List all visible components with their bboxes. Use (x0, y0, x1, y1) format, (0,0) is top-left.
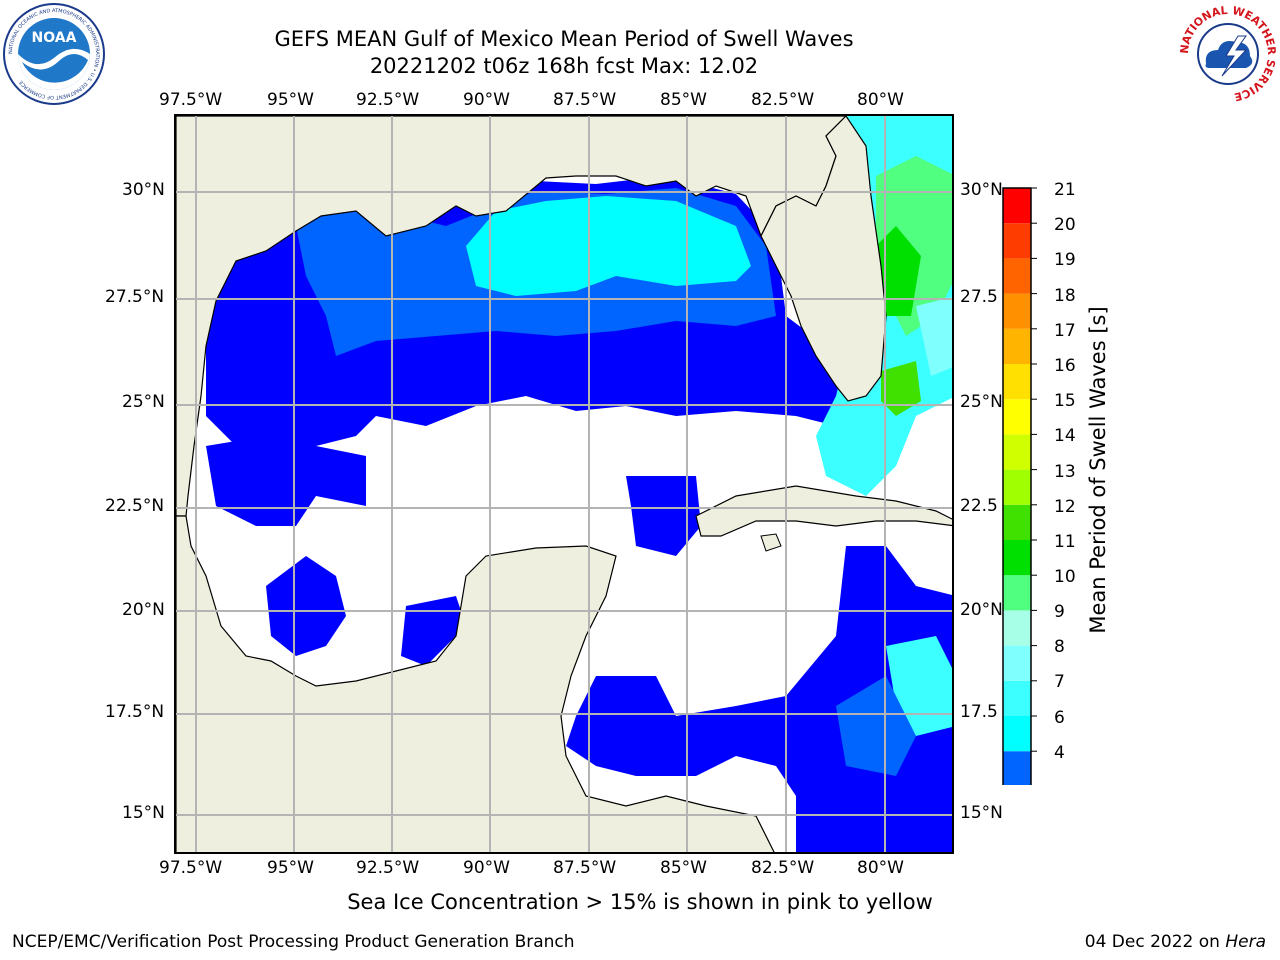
colorbar-tick: 11 (1054, 532, 1076, 552)
lat-label-right: 25°N (960, 392, 1003, 412)
colorbar-tick: 13 (1054, 462, 1076, 482)
colorbar-tick: 9 (1054, 602, 1065, 622)
lat-label-left: 25°N (122, 392, 165, 412)
land-mexico (176, 515, 775, 852)
colorbar-tick: 10 (1054, 567, 1076, 587)
lat-label-left: 30°N (122, 180, 165, 200)
colorbar-segment (1003, 540, 1031, 576)
lon-label-top: 90°W (463, 90, 510, 110)
colorbar-segment (1003, 328, 1031, 364)
colorbar-segment (1003, 399, 1031, 435)
lat-label-right: 15°N (960, 803, 1003, 823)
footer-machine: Hera (1225, 932, 1266, 952)
noaa-logo-text: NOAA (32, 30, 77, 46)
lat-label-right: 27.5 (960, 287, 998, 307)
colorbar-tick: 18 (1054, 286, 1076, 306)
lat-label-left: 27.5°N (105, 287, 165, 307)
colorbar-segment (1003, 364, 1031, 400)
gulf-of-mexico-map (176, 116, 952, 852)
colorbar-tick: 6 (1054, 708, 1065, 728)
swell-region-blue-caribbean (566, 546, 952, 852)
lon-label-bottom: 85°W (660, 858, 707, 878)
lon-label-bottom: 87.5°W (553, 858, 617, 878)
colorbar-tick: 12 (1054, 497, 1076, 517)
lon-label-bottom: 92.5°W (356, 858, 420, 878)
lat-label-left: 20°N (122, 600, 165, 620)
swell-region-light-cyan-atlantic (916, 297, 952, 376)
plot-title: GEFS MEAN Gulf of Mexico Mean Period of … (274, 27, 854, 51)
colorbar-segment (1003, 575, 1031, 611)
plot-subtitle: 20221202 t06z 168h fcst Max: 12.02 (369, 54, 759, 78)
swell-region-bright-green-atlantic (876, 226, 921, 316)
colorbar-tick: 15 (1054, 391, 1076, 411)
swell-region-medium-blue-caribbean (836, 676, 916, 776)
swell-region-blue-campeche (401, 596, 466, 666)
map-grid (176, 116, 952, 852)
land-cuba (695, 485, 952, 537)
colorbar-tick: 21 (1054, 180, 1076, 200)
swell-region-blue-central (626, 476, 701, 556)
lon-label-top: 82.5°W (751, 90, 815, 110)
lon-label-bottom: 90°W (463, 858, 510, 878)
lat-label-right: 17.5 (960, 702, 998, 722)
colorbar-tick: 8 (1054, 637, 1065, 657)
lon-label-top: 97.5°W (159, 90, 223, 110)
nws-logo: NATIONAL WEATHER SERVICE (1178, 4, 1278, 104)
colorbar-segment (1003, 223, 1031, 259)
colorbar-segment (1003, 504, 1031, 540)
lat-label-left: 22.5°N (105, 496, 165, 516)
colorbar-segment (1003, 434, 1031, 470)
colorbar-segment (1003, 293, 1031, 329)
lat-label-right: 30°N (960, 180, 1003, 200)
swell-region-blue-southwest (266, 556, 346, 656)
footer-date: 04 Dec 2022 on Hera (1085, 932, 1266, 952)
lon-label-top: 85°W (660, 90, 707, 110)
lat-label-left: 15°N (122, 803, 165, 823)
colorbar-tick: 20 (1054, 215, 1076, 235)
colorbar-segment (1003, 188, 1031, 224)
swell-region-cyan-north (466, 196, 751, 296)
lat-label-right: 20°N (960, 600, 1003, 620)
lon-label-bottom: 80°W (857, 858, 904, 878)
lon-label-top: 87.5°W (553, 90, 617, 110)
colorbar (1002, 187, 1037, 785)
colorbar-segment (1003, 680, 1031, 716)
lon-label-top: 92.5°W (356, 90, 420, 110)
colorbar-segment (1003, 469, 1031, 505)
lon-label-bottom: 95°W (267, 858, 314, 878)
colorbar-tick: 4 (1054, 743, 1065, 763)
lat-label-left: 17.5°N (105, 702, 165, 722)
lat-label-right: 22.5 (960, 496, 998, 516)
land-isle-of-youth (760, 533, 782, 552)
colorbar-tick: 7 (1054, 672, 1065, 692)
colorbar-tick: 19 (1054, 250, 1076, 270)
colorbar-segment (1003, 716, 1031, 752)
sea-ice-note: Sea Ice Concentration > 15% is shown in … (347, 890, 933, 914)
lon-label-bottom: 82.5°W (751, 858, 815, 878)
colorbar-segment (1003, 645, 1031, 681)
footer-date-text: 04 Dec 2022 on (1084, 932, 1226, 952)
lon-label-top: 95°W (267, 90, 314, 110)
noaa-logo: NOAA NATIONAL OCEANIC AND ATMOSPHERIC AD… (3, 3, 105, 105)
colorbar-tick: 17 (1054, 321, 1076, 341)
colorbar-segment (1003, 610, 1031, 646)
colorbar-tick: 14 (1054, 426, 1076, 446)
map-frame (174, 114, 954, 854)
colorbar-segment (1003, 751, 1031, 785)
colorbar-label: Mean Period of Swell Waves [s] (1086, 306, 1110, 634)
colorbar-segment (1003, 258, 1031, 294)
lon-label-top: 80°W (857, 90, 904, 110)
lon-label-bottom: 97.5°W (159, 858, 223, 878)
colorbar-tick: 16 (1054, 356, 1076, 376)
swell-region-bright-green-bahamas (881, 361, 921, 416)
swell-region-blue-west (206, 436, 366, 526)
footer-credit: NCEP/EMC/Verification Post Processing Pr… (12, 932, 575, 952)
